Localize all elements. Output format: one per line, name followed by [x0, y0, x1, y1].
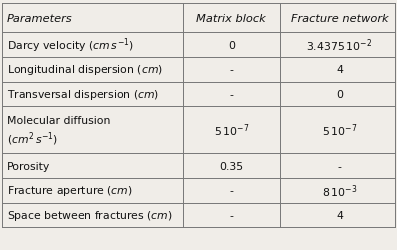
Text: $5\,10^{-7}$: $5\,10^{-7}$	[214, 122, 249, 138]
Text: Fracture aperture ($cm$): Fracture aperture ($cm$)	[7, 184, 133, 198]
Text: Porosity: Porosity	[7, 161, 50, 171]
Text: 0.35: 0.35	[219, 161, 243, 171]
Text: Fracture network: Fracture network	[291, 14, 388, 24]
Text: -: -	[229, 186, 233, 196]
Text: 0: 0	[228, 40, 235, 50]
Text: 4: 4	[336, 65, 343, 75]
Text: 4: 4	[336, 210, 343, 220]
Text: Longitudinal dispersion ($cm$): Longitudinal dispersion ($cm$)	[7, 63, 163, 77]
Text: Molecular diffusion: Molecular diffusion	[7, 116, 110, 126]
Text: -: -	[229, 210, 233, 220]
Text: $8\,10^{-3}$: $8\,10^{-3}$	[322, 182, 357, 199]
Text: -: -	[229, 90, 233, 100]
Text: Transversal dispersion ($cm$): Transversal dispersion ($cm$)	[7, 88, 159, 102]
Text: ($cm^2\,s^{-1}$): ($cm^2\,s^{-1}$)	[7, 130, 58, 148]
Text: Matrix block: Matrix block	[197, 14, 266, 24]
Text: -: -	[229, 65, 233, 75]
Text: -: -	[337, 161, 341, 171]
Text: $3.4375\,10^{-2}$: $3.4375\,10^{-2}$	[306, 37, 372, 54]
Text: $5\,10^{-7}$: $5\,10^{-7}$	[322, 122, 357, 138]
Text: 0: 0	[336, 90, 343, 100]
Text: Space between fractures ($cm$): Space between fractures ($cm$)	[7, 208, 172, 222]
Text: Darcy velocity ($cm\,s^{-1}$): Darcy velocity ($cm\,s^{-1}$)	[7, 36, 134, 55]
Text: Parameters: Parameters	[7, 14, 72, 24]
